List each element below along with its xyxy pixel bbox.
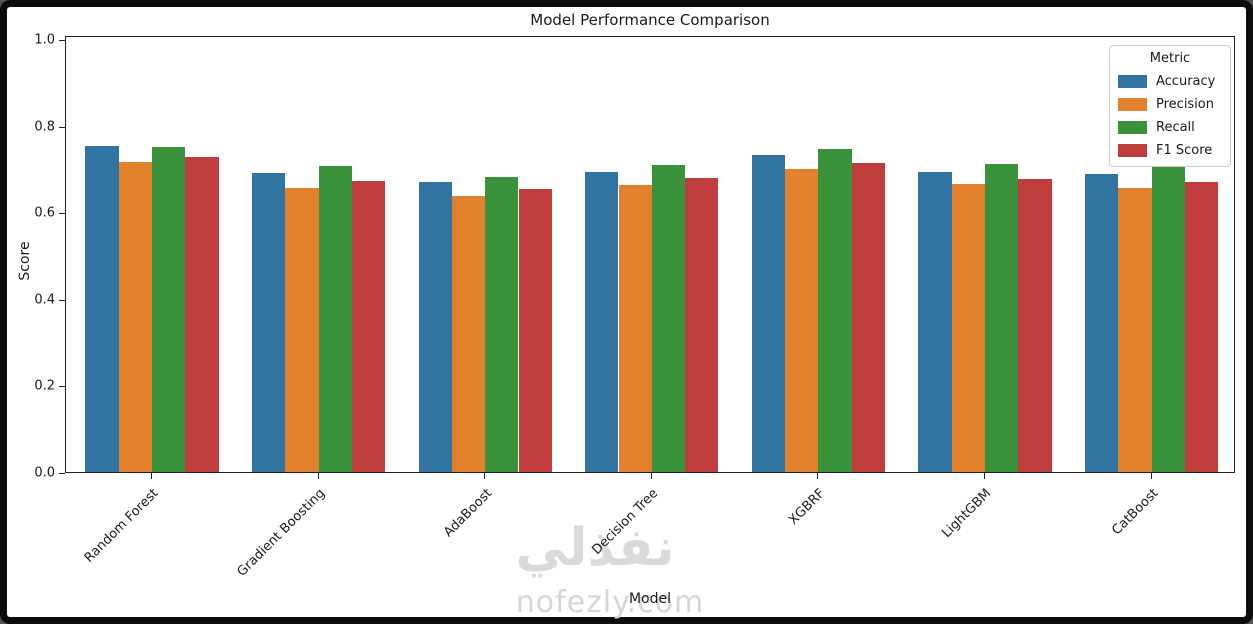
legend-item: Recall [1118, 120, 1222, 135]
x-tick-label: Gradient Boosting [234, 486, 329, 580]
y-tick-label: 1.0 [34, 32, 55, 48]
y-tick-label: 0.4 [34, 292, 55, 308]
x-tick-label: XGBRF [785, 486, 829, 529]
bar-f1-score [685, 178, 719, 472]
legend-item: Accuracy [1118, 74, 1222, 89]
y-tick-mark [59, 473, 65, 474]
legend-item: Precision [1118, 97, 1222, 112]
y-tick-label: 0.0 [34, 465, 55, 481]
watermark-arabic-text: نفذلي [515, 518, 675, 578]
bar-accuracy [252, 173, 286, 472]
legend-label: Recall [1156, 120, 1195, 135]
x-tick-mark [151, 473, 152, 479]
bar-recall [818, 149, 852, 472]
y-tick-label: 0.8 [34, 119, 55, 135]
legend: Metric Accuracy Precision Recall F1 Score [1109, 45, 1231, 167]
bar-precision [785, 168, 819, 472]
x-tick-label: Random Forest [81, 486, 162, 566]
bar-accuracy [585, 171, 619, 472]
legend-swatch-icon [1118, 75, 1147, 88]
watermark-url-text: nofezly.com [515, 585, 705, 620]
bar-f1-score [518, 189, 552, 472]
bar-accuracy [751, 154, 786, 472]
legend-swatch-icon [1118, 121, 1147, 134]
y-tick-label: 0.6 [34, 205, 55, 221]
bar-accuracy [1085, 174, 1119, 472]
y-tick-mark [59, 213, 65, 215]
legend-swatch-icon [1118, 144, 1147, 157]
y-axis-label: Score [17, 241, 33, 281]
bar-precision [118, 161, 152, 472]
plot-area [65, 36, 1235, 473]
legend-title: Metric [1149, 51, 1191, 66]
x-tick-mark [817, 473, 819, 479]
chart-canvas: Model Performance Comparison Score 0.0 0.… [7, 7, 1246, 620]
bar-f1-score [851, 163, 885, 472]
x-tick-mark [317, 473, 319, 479]
bar-recall [985, 164, 1019, 472]
chart-title: Model Performance Comparison [530, 11, 770, 29]
x-axis-label: Model [628, 591, 672, 607]
bar-precision [1118, 188, 1152, 472]
bar-recall [1151, 166, 1185, 472]
bar-f1-score [351, 180, 386, 472]
bar-recall [651, 165, 686, 472]
x-tick-mark [984, 473, 985, 479]
legend-label: Precision [1156, 97, 1215, 112]
y-tick-label: 0.2 [34, 378, 55, 394]
y-tick-mark [59, 299, 65, 301]
bar-recall [152, 147, 186, 472]
legend-item: F1 Score [1118, 143, 1222, 158]
x-tick-label: CatBoost [1109, 486, 1162, 539]
bar-f1-score [185, 156, 219, 472]
bar-recall [485, 176, 519, 472]
x-tick-mark [650, 473, 652, 479]
x-tick-label: LightGBM [939, 486, 995, 541]
bar-precision [285, 187, 319, 472]
legend-label: Accuracy [1156, 74, 1216, 89]
legend-swatch-icon [1118, 98, 1147, 111]
bar-precision [451, 195, 486, 472]
legend-items: Accuracy Precision Recall F1 Score [1118, 74, 1222, 158]
bar-recall [318, 165, 352, 472]
bar-f1-score [1018, 178, 1052, 472]
y-tick-mark [59, 126, 65, 128]
bar-accuracy [918, 171, 952, 472]
legend-label: F1 Score [1156, 143, 1213, 158]
x-tick-mark [484, 473, 486, 479]
bar-f1-score [1184, 181, 1219, 472]
bar-accuracy [85, 146, 119, 472]
bar-accuracy [418, 181, 452, 472]
y-tick-mark [59, 40, 65, 41]
bar-precision [618, 184, 652, 472]
bar-precision [951, 184, 985, 472]
x-tick-mark [1150, 473, 1152, 479]
y-tick-mark [59, 386, 65, 388]
